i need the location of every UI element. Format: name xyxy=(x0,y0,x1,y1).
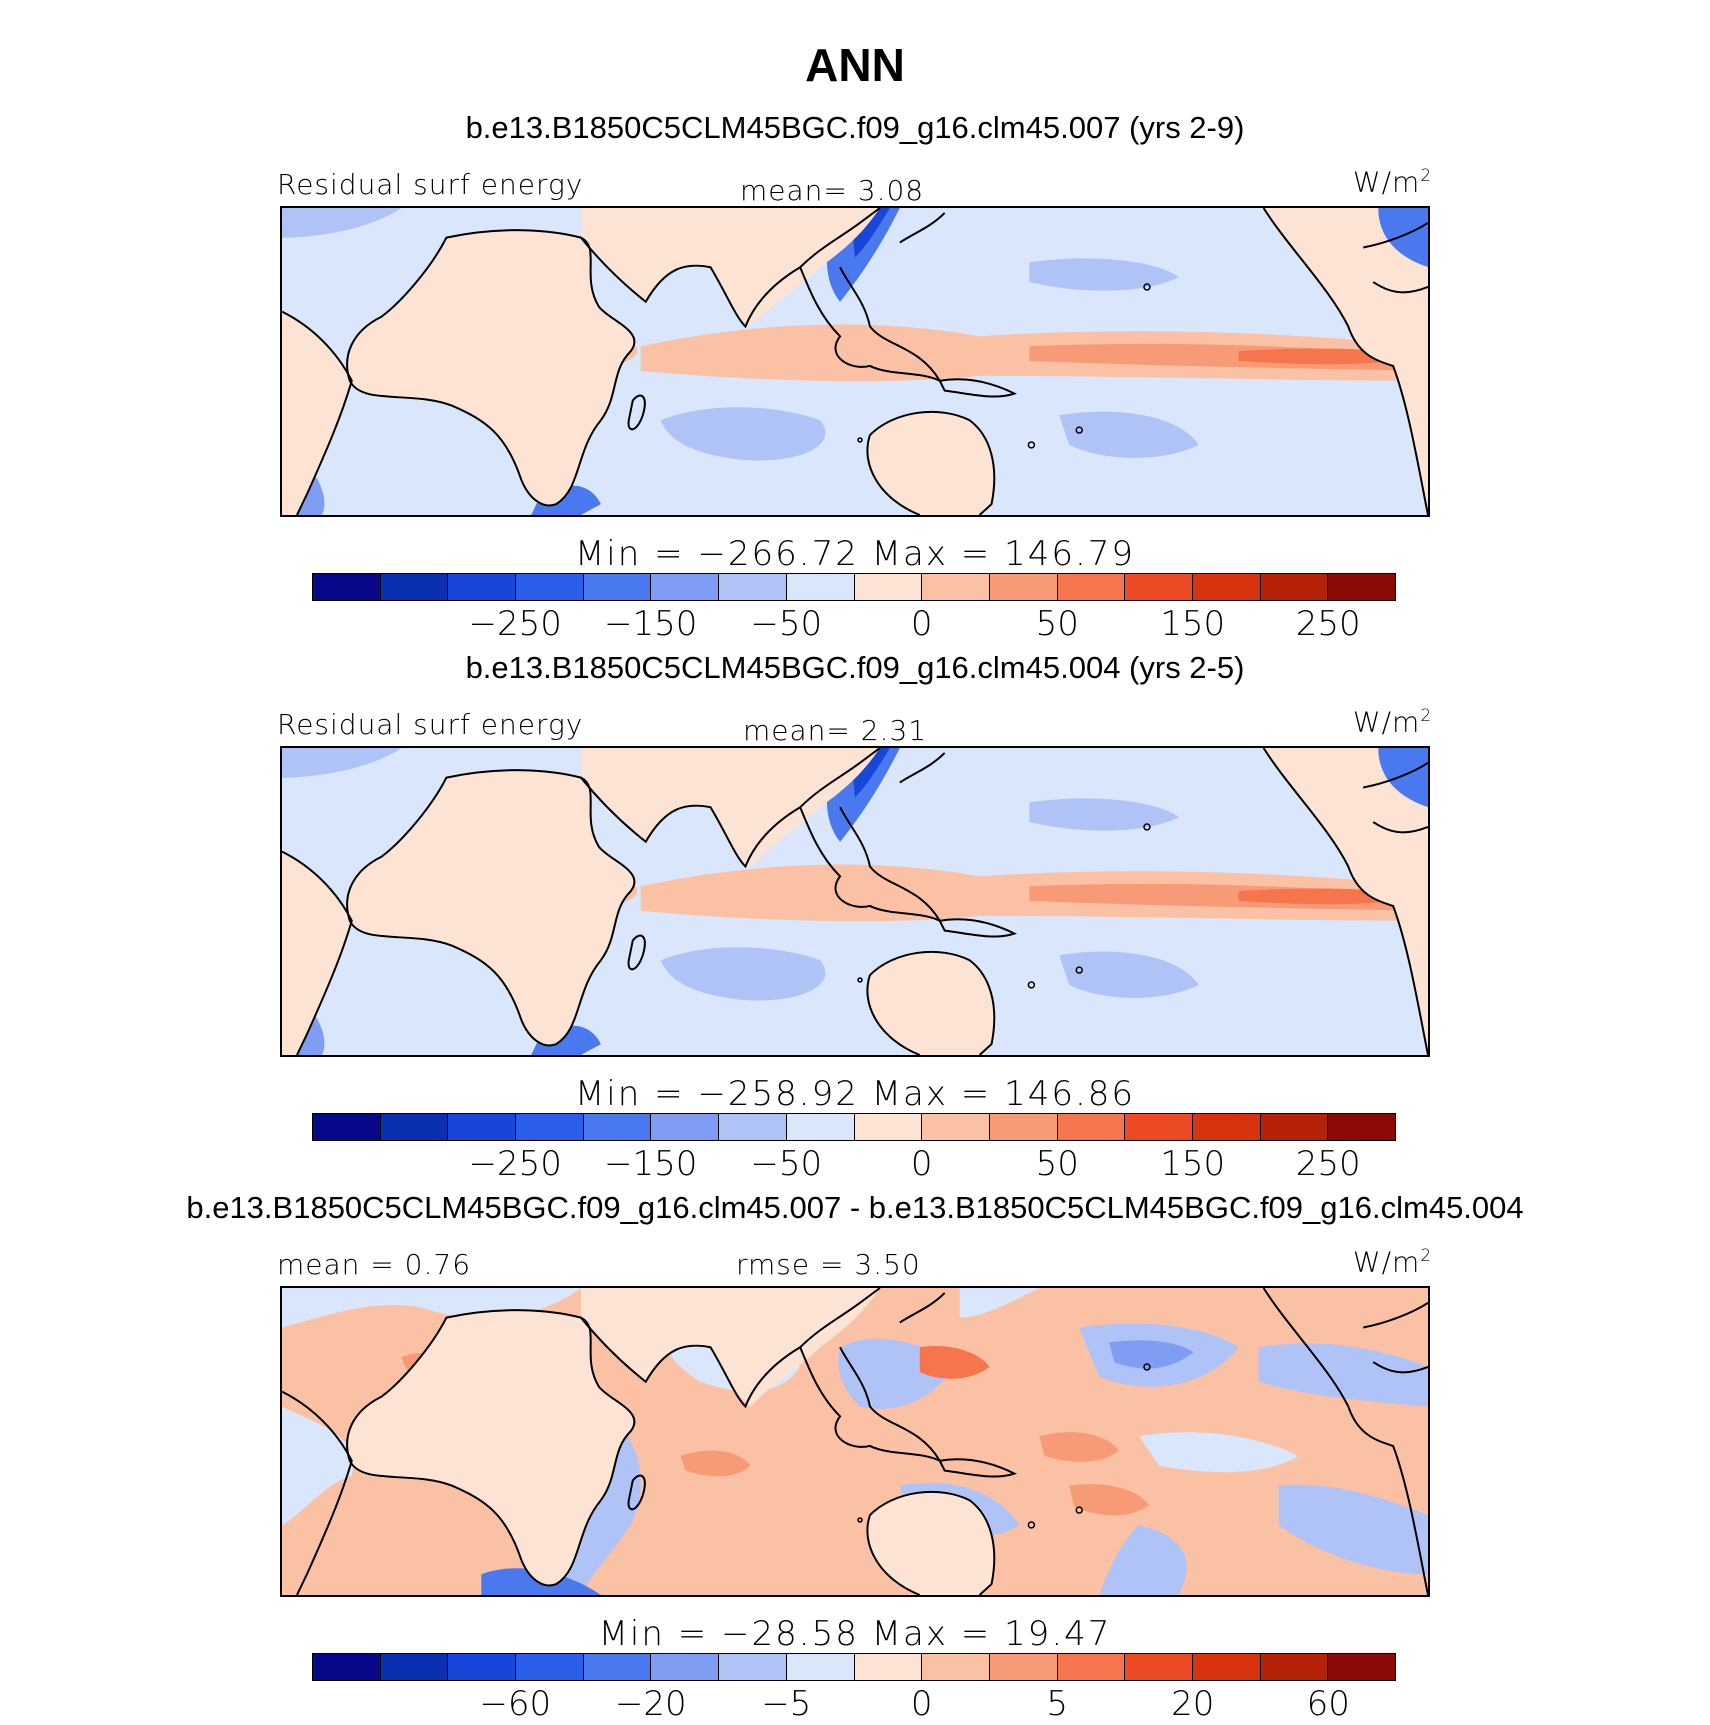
panel-3-map xyxy=(280,1286,1430,1597)
colorbar-tick-label: −60 xyxy=(479,1684,552,1724)
colorbar-tick-label: 20 xyxy=(1171,1684,1215,1724)
colorbar-tick-label: 250 xyxy=(1295,1144,1361,1184)
colorbar-swatch xyxy=(989,1114,1058,1140)
colorbar-swatch xyxy=(583,574,652,600)
panel-1-units-label: W/m2 xyxy=(1352,165,1432,199)
panel-2-colorbar xyxy=(312,1113,1396,1141)
panel-2-minmax: Min = −258.92 Max = 146.86 xyxy=(574,1074,1136,1114)
colorbar-swatch xyxy=(1328,1654,1395,1680)
colorbar-swatch xyxy=(719,1114,787,1140)
colorbar-tick-label: −250 xyxy=(468,1144,562,1184)
panel-2-variable-label: Residual surf energy xyxy=(277,708,584,741)
colorbar-swatch xyxy=(1260,1114,1329,1140)
colorbar-swatch xyxy=(1192,574,1261,600)
colorbar-swatch xyxy=(854,574,923,600)
colorbar-tick-label: 150 xyxy=(1160,1144,1226,1184)
panel-1-variable-label: Residual surf energy xyxy=(277,168,584,201)
panel-1-mean-label: mean= 3.08 xyxy=(740,174,925,207)
panel-2-title: b.e13.B1850C5CLM45BGC.f09_g16.clm45.004 … xyxy=(465,650,1245,685)
colorbar-tick-label: −20 xyxy=(614,1684,687,1724)
colorbar-swatch xyxy=(583,1114,652,1140)
colorbar-tick-label: 60 xyxy=(1306,1684,1350,1724)
panel-3-colorbar xyxy=(312,1653,1396,1681)
colorbar-tick-label: 50 xyxy=(1035,1144,1079,1184)
colorbar-tick-label: 0 xyxy=(910,1144,933,1184)
colorbar-swatch xyxy=(1057,1114,1126,1140)
colorbar-tick-label: −5 xyxy=(761,1684,812,1724)
colorbar-swatch xyxy=(922,574,990,600)
colorbar-swatch xyxy=(1125,1654,1193,1680)
colorbar-swatch xyxy=(854,1654,923,1680)
colorbar-tick-label: 50 xyxy=(1035,604,1079,644)
colorbar-swatch xyxy=(922,1114,990,1140)
panel-2-map xyxy=(280,746,1430,1057)
colorbar-swatch xyxy=(854,1114,923,1140)
colorbar-swatch xyxy=(313,1654,381,1680)
colorbar-swatch xyxy=(1125,574,1193,600)
colorbar-swatch xyxy=(1125,1114,1193,1140)
colorbar-swatch xyxy=(651,1654,720,1680)
colorbar-swatch xyxy=(1057,1654,1126,1680)
colorbar-swatch xyxy=(719,574,787,600)
colorbar-swatch xyxy=(1192,1654,1261,1680)
panel-2-units-label: W/m2 xyxy=(1352,705,1432,739)
colorbar-swatch xyxy=(313,1114,381,1140)
colorbar-swatch xyxy=(786,1114,855,1140)
colorbar-swatch xyxy=(1260,1654,1329,1680)
colorbar-swatch xyxy=(313,574,381,600)
panel-1-minmax: Min = −266.72 Max = 146.79 xyxy=(574,534,1136,574)
colorbar-swatch xyxy=(448,1114,517,1140)
colorbar-swatch xyxy=(1328,1114,1395,1140)
colorbar-tick-label: −50 xyxy=(750,1144,823,1184)
colorbar-swatch xyxy=(1328,574,1395,600)
colorbar-swatch xyxy=(989,1654,1058,1680)
colorbar-swatch xyxy=(583,1654,652,1680)
colorbar-tick-label: −50 xyxy=(750,604,823,644)
colorbar-tick-label: −150 xyxy=(604,604,698,644)
colorbar-swatch xyxy=(989,574,1058,600)
panel-1-map xyxy=(280,206,1430,517)
colorbar-tick-label: 5 xyxy=(1046,1684,1069,1724)
colorbar-swatch xyxy=(651,574,720,600)
colorbar-swatch xyxy=(380,574,449,600)
colorbar-swatch xyxy=(786,574,855,600)
colorbar-swatch xyxy=(448,1654,517,1680)
colorbar-swatch xyxy=(719,1654,787,1680)
panel-1-title: b.e13.B1850C5CLM45BGC.f09_g16.clm45.007 … xyxy=(465,110,1245,145)
colorbar-tick-label: −150 xyxy=(604,1144,698,1184)
panel-2-mean-label: mean= 2.31 xyxy=(743,714,928,747)
panel-3-units-label: W/m2 xyxy=(1352,1245,1432,1279)
colorbar-tick-label: 250 xyxy=(1295,604,1361,644)
panel-3-mean-label: mean = 0.76 xyxy=(277,1248,472,1281)
figure-title: ANN xyxy=(805,39,905,91)
colorbar-swatch xyxy=(922,1654,990,1680)
colorbar-swatch xyxy=(380,1654,449,1680)
panel-3-title: b.e13.B1850C5CLM45BGC.f09_g16.clm45.007 … xyxy=(186,1190,1524,1225)
colorbar-swatch xyxy=(516,1114,584,1140)
colorbar-swatch xyxy=(1260,574,1329,600)
panel-3-rmse-label: rmse = 3.50 xyxy=(736,1248,921,1281)
colorbar-swatch xyxy=(786,1654,855,1680)
colorbar-swatch xyxy=(1192,1114,1261,1140)
colorbar-tick-label: −250 xyxy=(468,604,562,644)
colorbar-tick-label: 150 xyxy=(1160,604,1226,644)
colorbar-swatch xyxy=(651,1114,720,1140)
panel-3-minmax: Min = −28.58 Max = 19.47 xyxy=(598,1614,1112,1654)
colorbar-tick-label: 0 xyxy=(910,604,933,644)
panel-1-colorbar xyxy=(312,573,1396,601)
colorbar-swatch xyxy=(380,1114,449,1140)
colorbar-swatch xyxy=(448,574,517,600)
colorbar-swatch xyxy=(1057,574,1126,600)
colorbar-tick-label: 0 xyxy=(910,1684,933,1724)
colorbar-swatch xyxy=(516,1654,584,1680)
colorbar-swatch xyxy=(516,574,584,600)
